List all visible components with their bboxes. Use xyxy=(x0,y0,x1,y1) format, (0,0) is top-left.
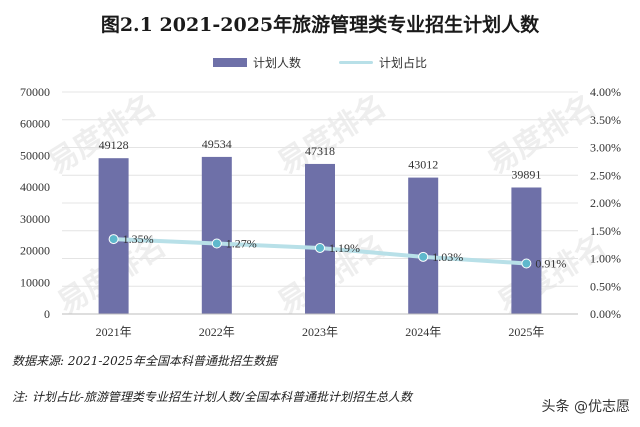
y-left-tick-label: 60000 xyxy=(20,117,50,131)
line-value-label: 1.27% xyxy=(226,237,257,251)
line-point xyxy=(418,251,429,262)
legend-item-bar: 计划人数 xyxy=(212,54,301,71)
y-right-tick-label: 4.00% xyxy=(590,85,621,99)
bar xyxy=(201,156,232,314)
y-left-tick-label: 40000 xyxy=(20,180,50,194)
line-value-label: 1.03% xyxy=(432,250,463,264)
bar-value-label: 47318 xyxy=(305,144,335,158)
source-note: 数据来源: 2021-2025年全国本科普通批招生数据 xyxy=(12,354,277,368)
x-tick-label: 2025年 xyxy=(508,325,544,339)
bar-value-label: 39891 xyxy=(511,167,541,181)
bar-value-label: 49128 xyxy=(99,138,129,152)
line-point xyxy=(108,234,119,245)
x-tick-label: 2021年 xyxy=(96,325,132,339)
chart-title: 图2.1 2021-2025年旅游管理类专业招生计划人数 xyxy=(100,14,540,36)
x-tick-label: 2023年 xyxy=(302,325,338,339)
legend-swatch-line xyxy=(339,61,373,64)
legend-item-line: 计划占比 xyxy=(339,54,427,71)
legend-label-bar: 计划人数 xyxy=(252,56,301,70)
y-right-tick-label: 1.00% xyxy=(590,252,621,266)
y-left-tick-label: 50000 xyxy=(20,148,50,162)
y-left-tick-label: 30000 xyxy=(20,212,50,226)
bar xyxy=(408,177,439,314)
line-value-label: 0.91% xyxy=(535,256,566,270)
x-tick-label: 2024年 xyxy=(405,325,441,339)
y-right-tick-label: 0.00% xyxy=(590,307,621,321)
legend-swatch-bar xyxy=(212,58,247,67)
y-right-tick-label: 1.50% xyxy=(590,224,621,238)
x-tick-label: 2022年 xyxy=(199,325,235,339)
y-right-tick-label: 2.50% xyxy=(590,168,621,182)
bar-value-label: 49534 xyxy=(202,137,232,151)
y-left-tick-label: 20000 xyxy=(20,244,50,258)
chart-legend: 计划人数 计划占比 xyxy=(0,54,640,71)
line-value-label: 1.19% xyxy=(329,241,360,255)
line-point xyxy=(211,238,222,249)
bar-value-label: 43012 xyxy=(408,158,438,172)
y-right-tick-label: 2.00% xyxy=(590,196,621,210)
line-point xyxy=(315,242,325,253)
bar xyxy=(511,187,542,314)
legend-label-line: 计划占比 xyxy=(379,56,428,70)
bar xyxy=(305,163,335,314)
credit-watermark: 头条 @优志愿 xyxy=(541,399,630,415)
y-left-tick-label: 0 xyxy=(44,307,50,321)
line-point xyxy=(521,258,532,269)
line-value-label: 1.35% xyxy=(123,232,154,246)
y-left-tick-label: 10000 xyxy=(20,275,50,289)
y-right-tick-label: 0.50% xyxy=(590,279,621,293)
definition-note: 注: 计划占比-旅游管理类专业招生计划人数/全国本科普通批计划招生总人数 xyxy=(12,390,412,404)
y-right-tick-label: 3.50% xyxy=(590,113,621,127)
y-left-tick-label: 70000 xyxy=(20,85,50,99)
y-right-tick-label: 3.00% xyxy=(590,141,621,155)
